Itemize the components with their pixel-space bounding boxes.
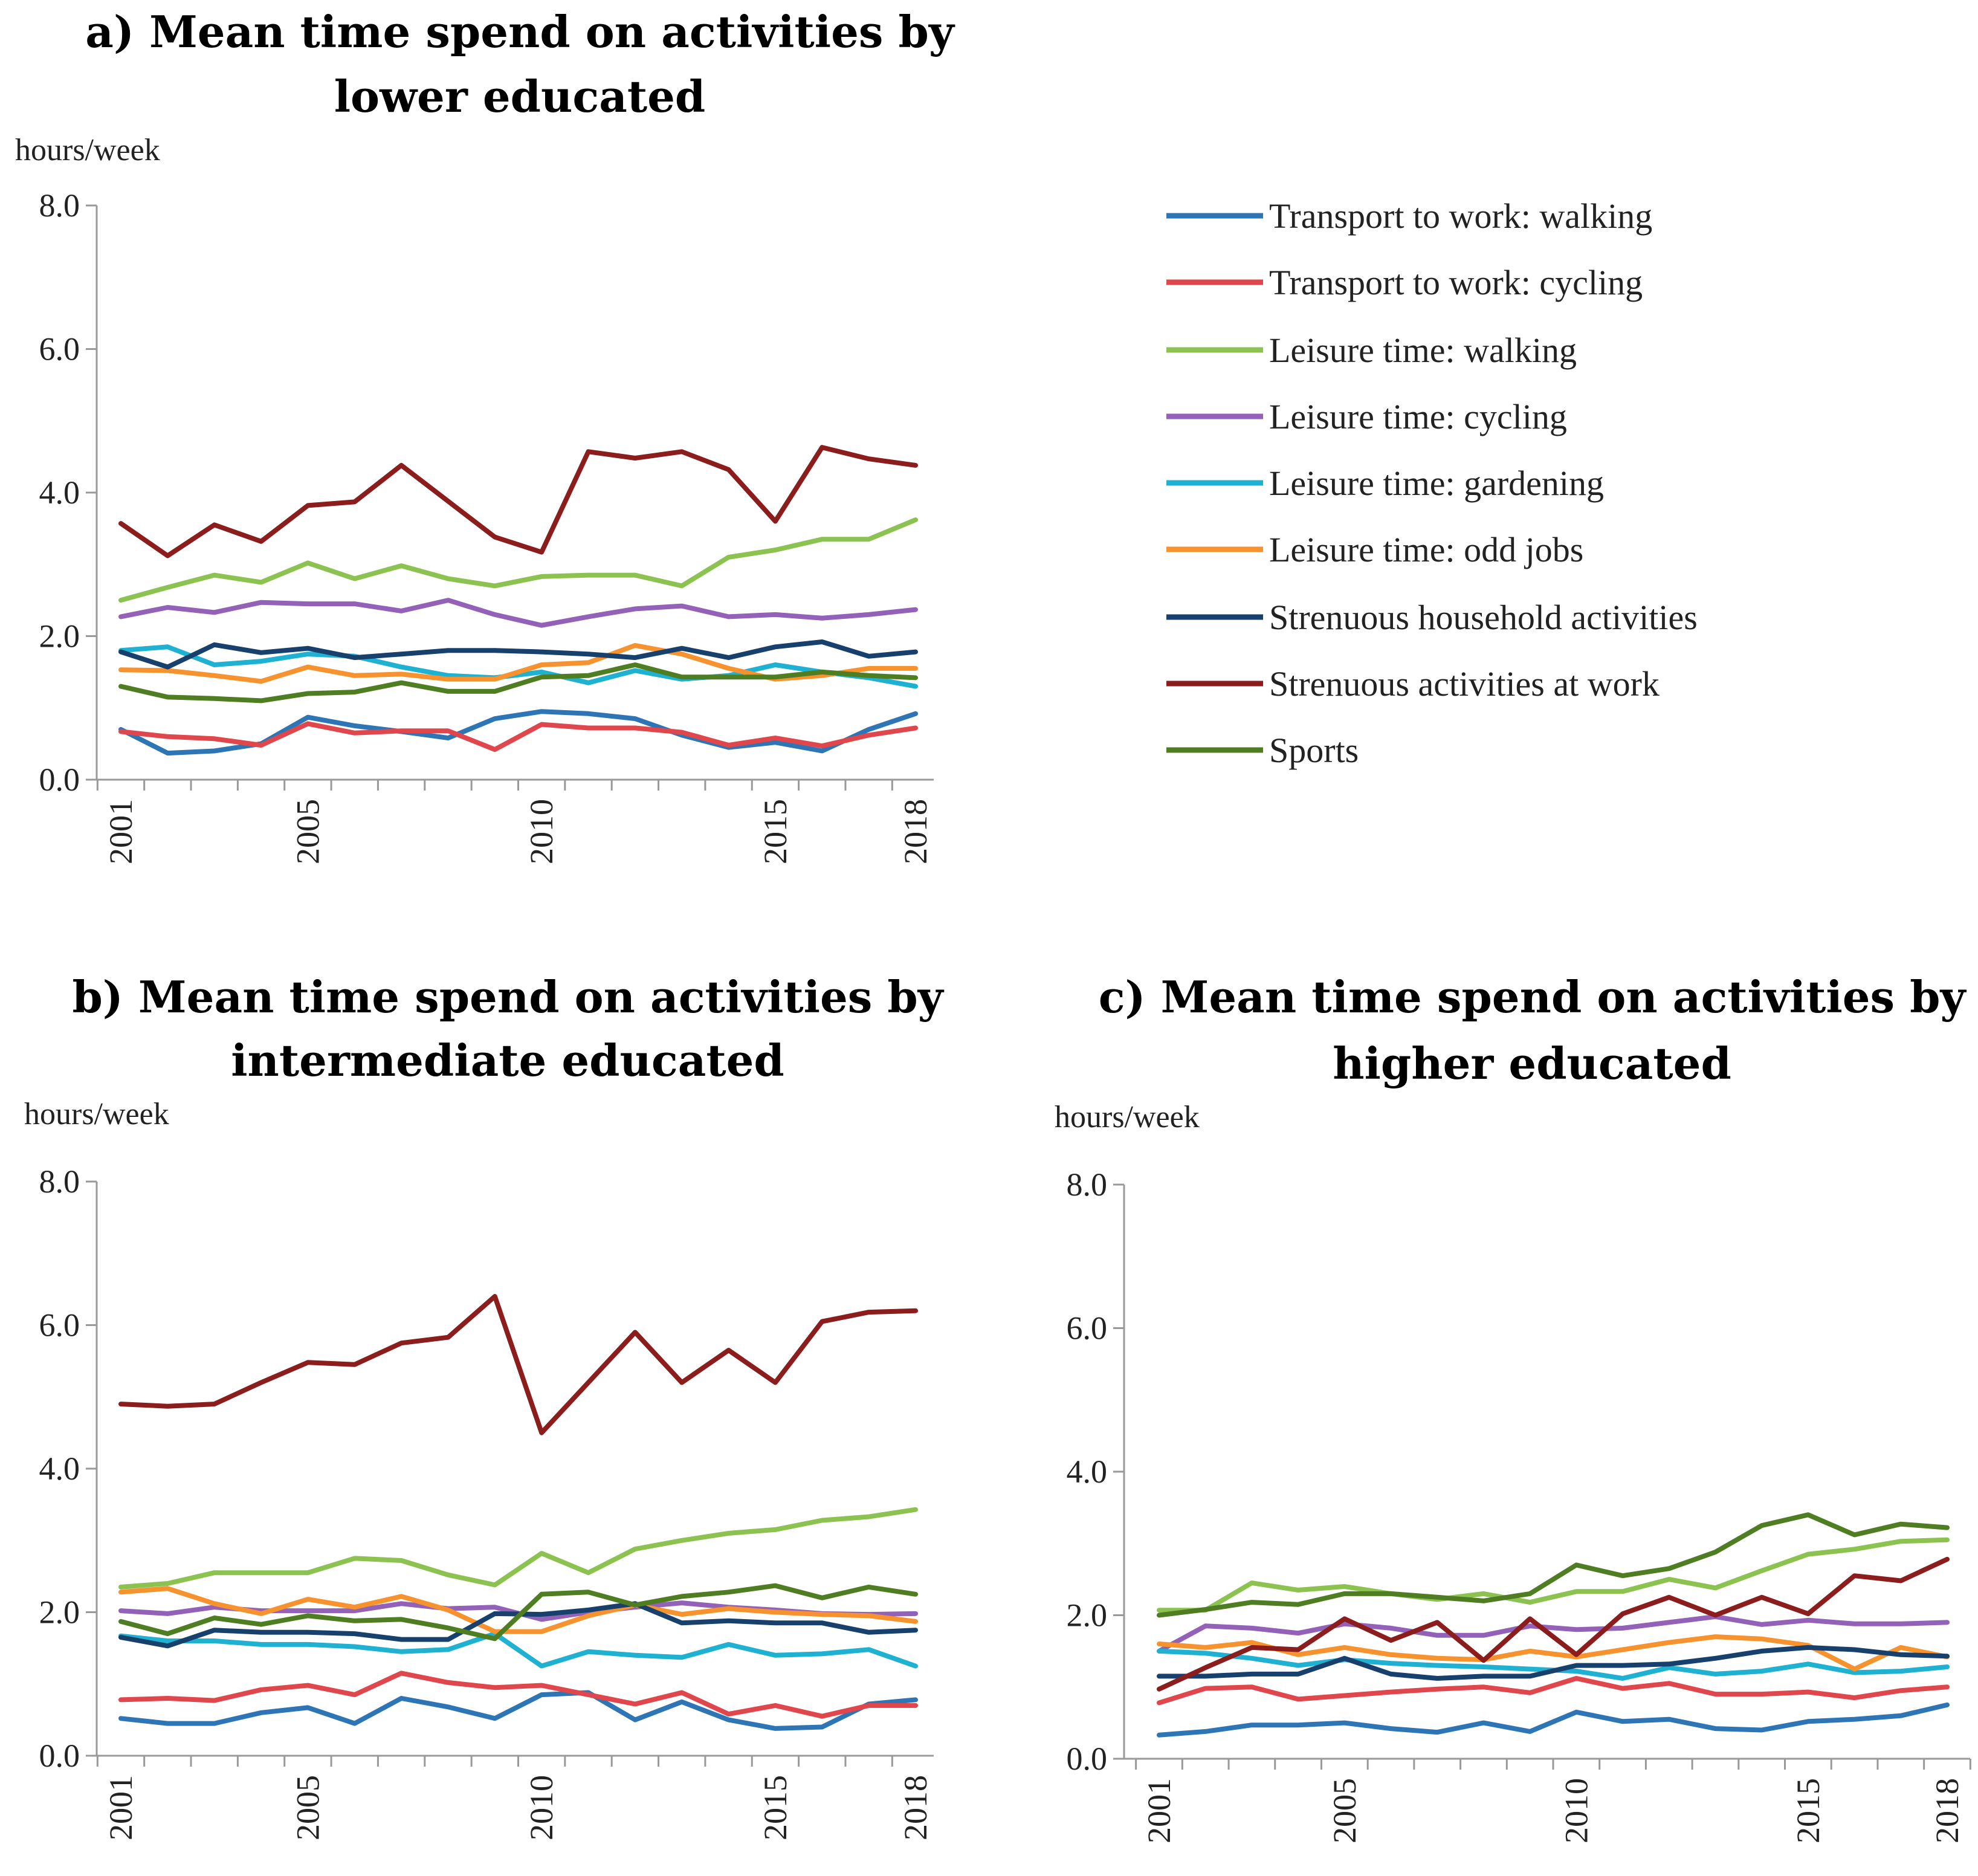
chart-b-series-leisure-time-walking xyxy=(118,1507,918,1590)
chart-a: a) Mean time spend on activities by lowe… xyxy=(15,6,955,864)
chart-c-series-transport-to-work-cycling xyxy=(1157,1676,1950,1706)
chart-b-title-line1: b) Mean time spend on activities by xyxy=(72,971,944,1023)
chart-c-x-tick-label: 2010 xyxy=(1558,1778,1594,1843)
chart-a-series-transport-to-work-walking xyxy=(118,709,918,756)
chart-b-y-tick-label: 6.0 xyxy=(39,1307,80,1344)
chart-b-series-sports xyxy=(118,1583,918,1642)
legend-label-leisure-oddjobs: Leisure time: odd jobs xyxy=(1269,530,1583,569)
chart-c-y-tick-label: 4.0 xyxy=(1067,1454,1108,1490)
chart-b-plot: 0.0 2.0 4.0 6.0 8.0 2001 2005 2010 2015 2018 xyxy=(39,1163,934,1840)
chart-c-series-transport-to-work-walking xyxy=(1157,1702,1950,1738)
chart-b-y-tick-label: 8.0 xyxy=(39,1163,80,1200)
chart-c-x-tick-label: 2018 xyxy=(1929,1778,1965,1843)
chart-a-y-tick-label: 2.0 xyxy=(39,618,80,655)
legend-label-leisure-cycling: Leisure time: cycling xyxy=(1269,397,1567,436)
chart-b-y-tick-label: 2.0 xyxy=(39,1594,80,1631)
chart-b-x-tick-label: 2005 xyxy=(289,1775,326,1840)
chart-b-y-tick-label: 4.0 xyxy=(39,1451,80,1487)
legend: Transport to work: walking Transport to … xyxy=(1166,196,1698,770)
chart-c-title-line1: c) Mean time spend on activities by xyxy=(1099,971,1967,1023)
chart-a-y-tick-label: 4.0 xyxy=(39,474,80,511)
chart-b: b) Mean time spend on activities by inte… xyxy=(24,971,945,1840)
chart-a-series-leisure-time-gardening xyxy=(118,644,918,689)
chart-b-x-tick-label: 2018 xyxy=(897,1775,934,1840)
chart-b-series-transport-to-work-cycling xyxy=(118,1671,918,1719)
chart-c-series-sports xyxy=(1157,1512,1950,1618)
chart-b-x-tick-label: 2015 xyxy=(757,1775,793,1840)
chart-b-series-leisure-time-gardening xyxy=(118,1631,918,1669)
chart-c-y-tick-label: 0.0 xyxy=(1067,1741,1108,1777)
chart-a-title-line2: lower educated xyxy=(334,71,706,122)
chart-c-series-leisure-time-cycling xyxy=(1157,1614,1950,1654)
chart-a-x-tick-label: 2015 xyxy=(757,799,793,864)
legend-label-work: Strenuous activities at work xyxy=(1269,664,1660,704)
chart-a-series-strenuous-household-activities xyxy=(118,639,918,670)
chart-a-y-tick-label: 6.0 xyxy=(39,331,80,367)
chart-a-series-strenuous-activities-at-work xyxy=(118,445,918,558)
chart-c: c) Mean time spend on activities by high… xyxy=(1055,971,1971,1843)
chart-a-y-unit: hours/week xyxy=(15,133,160,167)
chart-a-y-tick-label: 8.0 xyxy=(39,187,80,224)
chart-c-x-tick-label: 2005 xyxy=(1327,1778,1363,1843)
chart-b-y-unit: hours/week xyxy=(24,1097,169,1131)
chart-a-series-leisure-time-walking xyxy=(118,517,918,603)
legend-label-leisure-gardening: Leisure time: gardening xyxy=(1269,464,1604,503)
chart-c-y-tick-label: 2.0 xyxy=(1067,1597,1108,1634)
chart-b-series-leisure-time-odd-jobs xyxy=(118,1586,918,1634)
chart-a-y-tick-label: 0.0 xyxy=(39,762,80,798)
chart-a-x-tick-label: 2001 xyxy=(103,799,139,864)
chart-a-series-transport-to-work-cycling xyxy=(118,721,918,752)
chart-a-x-tick-label: 2010 xyxy=(523,799,560,864)
legend-label-household: Strenuous household activities xyxy=(1269,598,1698,637)
chart-a-series-leisure-time-cycling xyxy=(118,598,918,628)
chart-b-x-tick-label: 2001 xyxy=(103,1775,139,1840)
chart-a-series-sports xyxy=(118,662,918,704)
chart-b-series-transport-to-work-walking xyxy=(118,1690,918,1731)
chart-b-y-tick-label: 0.0 xyxy=(39,1738,80,1774)
chart-c-x-tick-label: 2015 xyxy=(1790,1778,1826,1843)
chart-c-series-strenuous-household-activities xyxy=(1157,1645,1950,1681)
chart-c-plot: 0.0 2.0 4.0 6.0 8.0 2001 2005 2010 2015 2018 xyxy=(1067,1166,1971,1843)
chart-c-x-tick-label: 2001 xyxy=(1141,1778,1177,1843)
chart-a-title-line1: a) Mean time spend on activities by xyxy=(85,6,955,57)
chart-b-x-tick-label: 2010 xyxy=(523,1775,560,1840)
chart-c-series-leisure-time-walking xyxy=(1157,1537,1950,1613)
chart-b-series-strenuous-activities-at-work xyxy=(118,1294,918,1435)
legend-label-transport-cycling: Transport to work: cycling xyxy=(1269,263,1643,302)
chart-c-y-tick-label: 6.0 xyxy=(1067,1310,1108,1347)
chart-c-y-unit: hours/week xyxy=(1055,1100,1200,1134)
legend-label-sports: Sports xyxy=(1269,731,1359,770)
legend-label-transport-walking: Transport to work: walking xyxy=(1269,196,1652,236)
chart-c-y-tick-label: 8.0 xyxy=(1067,1166,1108,1203)
legend-label-leisure-walking: Leisure time: walking xyxy=(1269,331,1577,370)
chart-a-plot: 0.0 2.0 4.0 6.0 8.0 2001 2005 2010 2015 2018 xyxy=(39,187,934,864)
chart-c-series-strenuous-activities-at-work xyxy=(1157,1556,1950,1692)
chart-a-x-tick-label: 2005 xyxy=(289,799,326,864)
chart-b-title-line2: intermediate educated xyxy=(231,1035,784,1086)
chart-c-title-line2: higher educated xyxy=(1333,1038,1731,1089)
chart-a-x-tick-label: 2018 xyxy=(897,799,934,864)
